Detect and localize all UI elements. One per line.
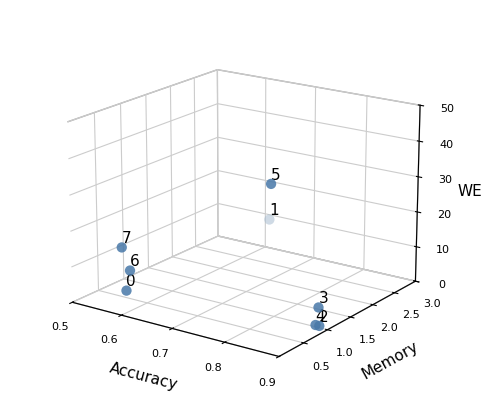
Y-axis label: Memory: Memory bbox=[359, 339, 421, 382]
X-axis label: Accuracy: Accuracy bbox=[107, 361, 179, 393]
